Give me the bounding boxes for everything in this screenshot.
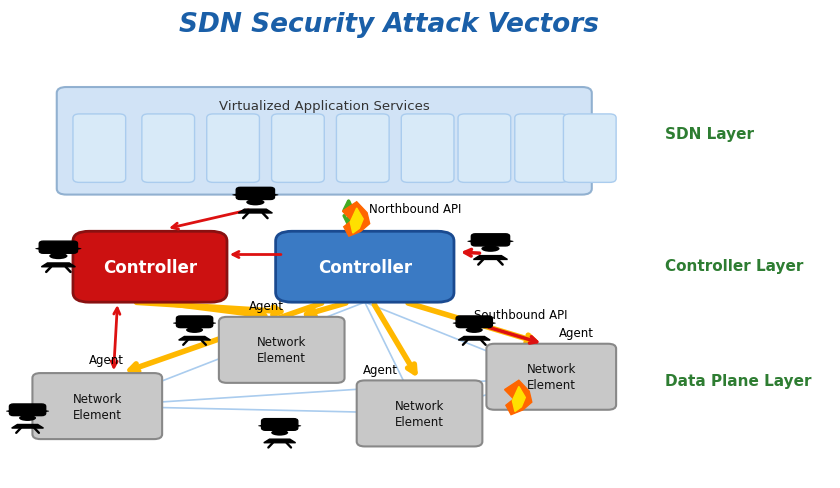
Text: Northbound API: Northbound API: [369, 202, 461, 215]
Polygon shape: [474, 256, 507, 260]
Polygon shape: [459, 337, 490, 340]
Polygon shape: [264, 439, 296, 443]
Text: Agent: Agent: [89, 353, 124, 366]
Ellipse shape: [50, 253, 67, 260]
FancyBboxPatch shape: [402, 115, 454, 183]
Ellipse shape: [467, 240, 513, 244]
FancyBboxPatch shape: [458, 115, 511, 183]
Ellipse shape: [6, 409, 49, 413]
Text: Controller Layer: Controller Layer: [664, 259, 803, 273]
Polygon shape: [179, 337, 211, 340]
Polygon shape: [41, 264, 76, 267]
FancyBboxPatch shape: [337, 115, 389, 183]
FancyBboxPatch shape: [486, 344, 616, 410]
Polygon shape: [12, 425, 44, 428]
FancyBboxPatch shape: [39, 242, 77, 254]
Ellipse shape: [271, 430, 288, 436]
FancyBboxPatch shape: [471, 234, 510, 246]
Polygon shape: [512, 386, 525, 412]
FancyBboxPatch shape: [207, 115, 260, 183]
FancyBboxPatch shape: [73, 115, 126, 183]
Ellipse shape: [246, 200, 265, 206]
Ellipse shape: [465, 327, 483, 333]
Polygon shape: [239, 210, 272, 214]
Polygon shape: [505, 381, 532, 415]
Text: Network
Element: Network Element: [395, 399, 444, 428]
Text: Controller: Controller: [318, 258, 412, 276]
Text: Network
Element: Network Element: [72, 392, 122, 421]
Text: SDN Layer: SDN Layer: [664, 127, 753, 142]
Polygon shape: [343, 203, 370, 237]
Text: SDN Security Attack Vectors: SDN Security Attack Vectors: [179, 12, 599, 38]
Ellipse shape: [35, 247, 81, 251]
FancyBboxPatch shape: [219, 317, 344, 383]
Ellipse shape: [232, 194, 279, 197]
FancyBboxPatch shape: [261, 419, 298, 430]
FancyBboxPatch shape: [142, 115, 195, 183]
Text: Southbound API: Southbound API: [475, 308, 568, 321]
FancyBboxPatch shape: [276, 232, 454, 303]
Ellipse shape: [186, 327, 203, 333]
FancyBboxPatch shape: [9, 404, 45, 416]
FancyBboxPatch shape: [357, 381, 482, 447]
Ellipse shape: [19, 415, 36, 421]
FancyBboxPatch shape: [515, 115, 568, 183]
FancyBboxPatch shape: [73, 232, 227, 303]
Text: Agent: Agent: [249, 299, 284, 312]
Text: Agent: Agent: [559, 326, 595, 339]
FancyBboxPatch shape: [176, 316, 213, 328]
Ellipse shape: [258, 424, 302, 427]
Text: Data Plane Layer: Data Plane Layer: [664, 373, 811, 388]
FancyBboxPatch shape: [33, 373, 162, 439]
FancyBboxPatch shape: [271, 115, 324, 183]
FancyBboxPatch shape: [57, 88, 592, 195]
Ellipse shape: [481, 246, 500, 252]
Ellipse shape: [173, 322, 216, 325]
Ellipse shape: [453, 322, 496, 325]
Text: Network
Element: Network Element: [527, 363, 576, 391]
Text: Controller: Controller: [103, 258, 197, 276]
Text: Network
Element: Network Element: [257, 336, 307, 365]
FancyBboxPatch shape: [564, 115, 616, 183]
FancyBboxPatch shape: [236, 188, 275, 200]
FancyBboxPatch shape: [456, 316, 492, 328]
Polygon shape: [350, 208, 363, 234]
Text: Agent: Agent: [363, 363, 398, 376]
Text: Virtualized Application Services: Virtualized Application Services: [219, 100, 429, 113]
